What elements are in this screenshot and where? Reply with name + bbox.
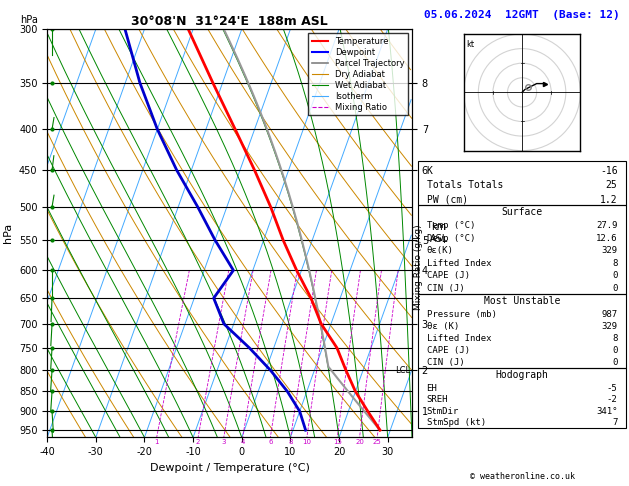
Text: 4: 4	[240, 439, 245, 445]
Text: 8: 8	[612, 259, 618, 268]
Bar	[418, 205, 626, 294]
Text: 7: 7	[612, 418, 618, 427]
Text: 20: 20	[355, 439, 364, 445]
Text: © weatheronline.co.uk: © weatheronline.co.uk	[470, 472, 574, 481]
Text: LCL: LCL	[396, 366, 411, 375]
Text: 12.6: 12.6	[596, 234, 618, 243]
Y-axis label: km
ASL: km ASL	[430, 223, 448, 244]
Text: -2: -2	[607, 396, 618, 404]
Text: θε(K): θε(K)	[426, 246, 454, 255]
Bar	[418, 294, 626, 368]
Text: 8: 8	[612, 334, 618, 343]
Text: SREH: SREH	[426, 396, 448, 404]
Text: 341°: 341°	[596, 407, 618, 416]
Text: kt: kt	[467, 40, 475, 49]
Text: 6: 6	[268, 439, 272, 445]
Text: 05.06.2024  12GMT  (Base: 12): 05.06.2024 12GMT (Base: 12)	[424, 10, 620, 19]
Text: 1.2: 1.2	[600, 195, 618, 205]
Text: 27.9: 27.9	[596, 221, 618, 230]
Text: 329: 329	[601, 322, 618, 331]
Text: Surface: Surface	[501, 207, 543, 217]
Text: Mixing Ratio (g/kg): Mixing Ratio (g/kg)	[414, 225, 423, 310]
Text: StmDir: StmDir	[426, 407, 459, 416]
Text: CAPE (J): CAPE (J)	[426, 346, 470, 355]
Text: 329: 329	[601, 246, 618, 255]
Text: 0: 0	[612, 283, 618, 293]
Text: StmSpd (kt): StmSpd (kt)	[426, 418, 486, 427]
Text: 987: 987	[601, 310, 618, 319]
Text: 2: 2	[196, 439, 200, 445]
Text: Lifted Index: Lifted Index	[426, 259, 491, 268]
Text: 10: 10	[303, 439, 311, 445]
Text: PW (cm): PW (cm)	[426, 195, 468, 205]
Text: Hodograph: Hodograph	[496, 370, 548, 381]
Text: Pressure (mb): Pressure (mb)	[426, 310, 496, 319]
Text: 3: 3	[221, 439, 226, 445]
Text: 25: 25	[606, 180, 618, 190]
Text: -16: -16	[600, 166, 618, 175]
Text: 0: 0	[612, 346, 618, 355]
Text: 0: 0	[612, 271, 618, 280]
Text: Dewp (°C): Dewp (°C)	[426, 234, 475, 243]
Bar	[418, 161, 626, 205]
Text: CAPE (J): CAPE (J)	[426, 271, 470, 280]
Text: CIN (J): CIN (J)	[426, 358, 464, 367]
Y-axis label: hPa: hPa	[3, 223, 13, 243]
Text: θε (K): θε (K)	[426, 322, 459, 331]
Text: Most Unstable: Most Unstable	[484, 295, 560, 306]
Legend: Temperature, Dewpoint, Parcel Trajectory, Dry Adiabat, Wet Adiabat, Isotherm, Mi: Temperature, Dewpoint, Parcel Trajectory…	[308, 34, 408, 116]
Text: 8: 8	[289, 439, 293, 445]
Text: Temp (°C): Temp (°C)	[426, 221, 475, 230]
Bar	[418, 368, 626, 428]
Text: 15: 15	[333, 439, 342, 445]
X-axis label: Dewpoint / Temperature (°C): Dewpoint / Temperature (°C)	[150, 463, 309, 473]
Text: Totals Totals: Totals Totals	[426, 180, 503, 190]
Text: 25: 25	[373, 439, 382, 445]
Text: 1: 1	[154, 439, 159, 445]
Text: CIN (J): CIN (J)	[426, 283, 464, 293]
Text: 0: 0	[612, 358, 618, 367]
Text: Lifted Index: Lifted Index	[426, 334, 491, 343]
Text: -5: -5	[607, 384, 618, 393]
Text: hPa: hPa	[20, 15, 38, 25]
Title: 30°08'N  31°24'E  188m ASL: 30°08'N 31°24'E 188m ASL	[131, 15, 328, 28]
Text: K: K	[426, 166, 433, 175]
Text: EH: EH	[426, 384, 437, 393]
